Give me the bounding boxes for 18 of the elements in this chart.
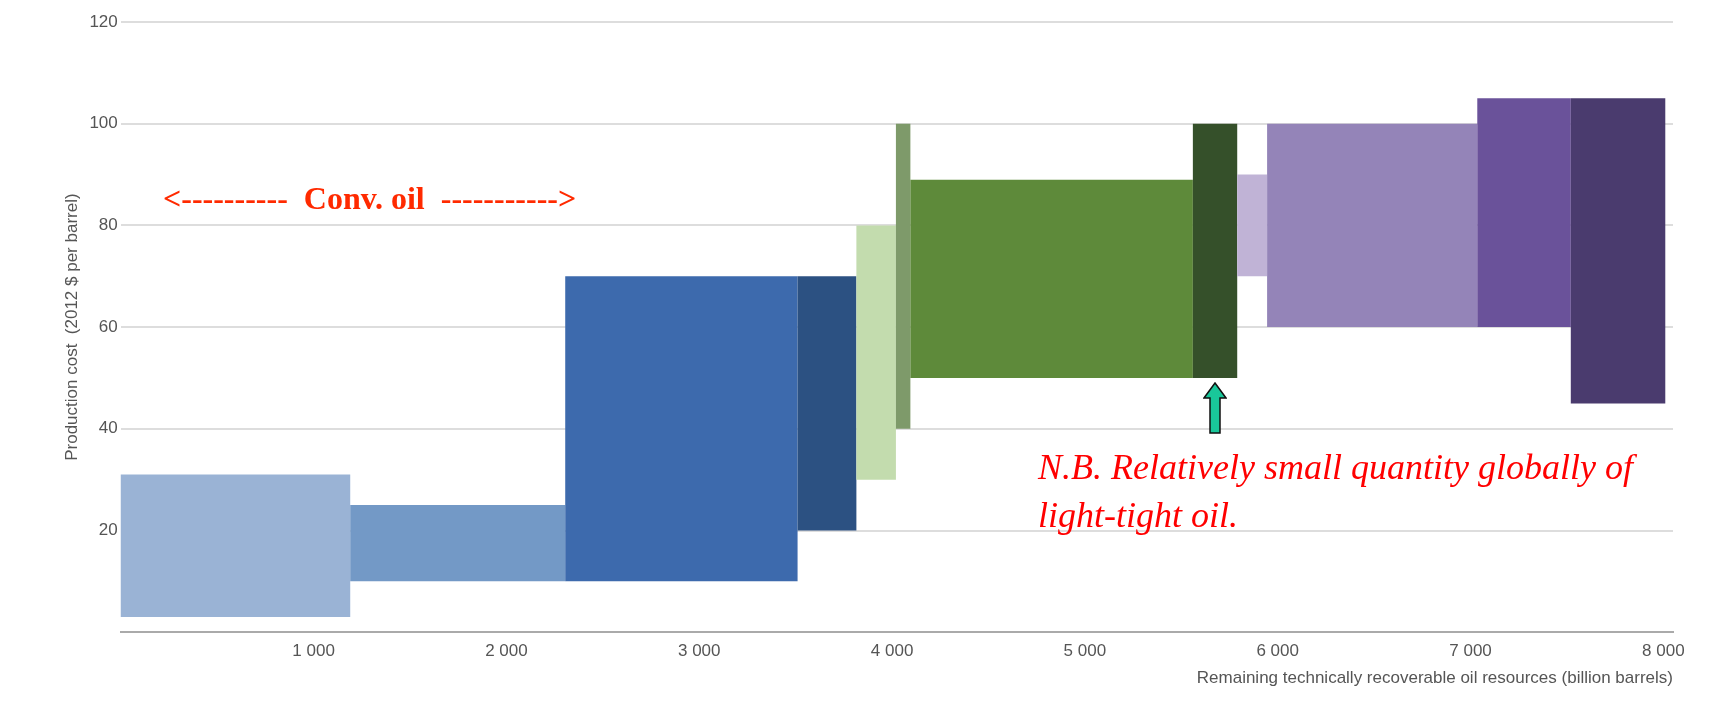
y-tick-label: 40 bbox=[98, 418, 118, 438]
x-axis-title: Remaining technically recoverable oil resources (billion barrels) bbox=[1196, 668, 1673, 688]
annotation: <---------- Conv. oil -----------> bbox=[163, 180, 577, 217]
x-tick-label: 2 000 bbox=[485, 641, 528, 661]
x-tick-label: 3 000 bbox=[677, 641, 721, 661]
x-tick-label: 5 000 bbox=[1063, 641, 1107, 661]
y-tick-label: 100 bbox=[89, 113, 118, 133]
annotation: N.B. Relatively small quantity globally of light-tight oil. bbox=[1038, 446, 1638, 537]
y-axis-title: Production cost (2012 $ per barrel) bbox=[61, 193, 81, 461]
y-tick-label: 80 bbox=[98, 215, 118, 235]
y-tick-label: 20 bbox=[98, 520, 118, 540]
x-tick-label: 1 000 bbox=[292, 641, 335, 661]
x-tick-label: 7 000 bbox=[1449, 641, 1492, 661]
x-tick-label: 8 000 bbox=[1642, 641, 1685, 661]
x-tick-label: 6 000 bbox=[1256, 641, 1299, 661]
y-tick-label: 120 bbox=[89, 11, 118, 31]
x-tick-label: 4 000 bbox=[870, 641, 914, 661]
y-tick-label: 60 bbox=[98, 316, 118, 336]
